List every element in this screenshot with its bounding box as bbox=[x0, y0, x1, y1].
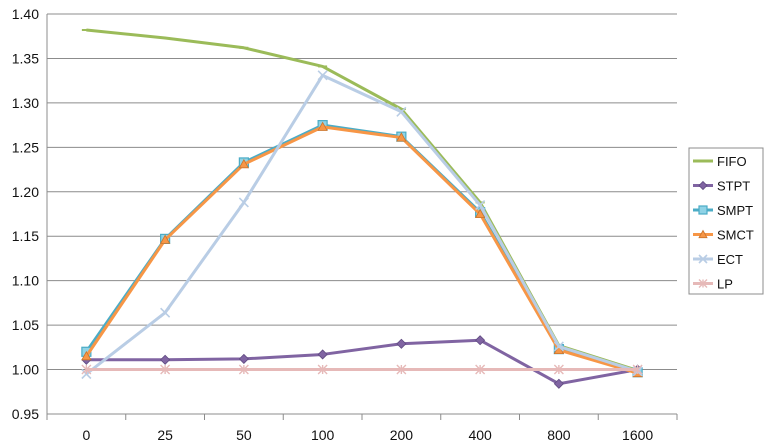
data-point bbox=[160, 307, 171, 318]
legend-item: SMPT bbox=[693, 203, 753, 218]
data-point bbox=[160, 364, 171, 375]
data-point bbox=[160, 354, 171, 365]
data-point bbox=[238, 353, 249, 364]
series-smpt bbox=[81, 120, 643, 378]
legend-label: SMPT bbox=[717, 203, 753, 218]
y-tick-label: 1.15 bbox=[12, 228, 39, 244]
x-tick-label: 0 bbox=[82, 427, 90, 443]
y-tick-label: 1.25 bbox=[12, 139, 39, 155]
legend-label: STPT bbox=[717, 179, 750, 194]
data-point bbox=[81, 350, 92, 361]
legend-marker bbox=[698, 180, 708, 191]
data-point bbox=[317, 121, 328, 131]
data-point bbox=[238, 197, 249, 208]
x-tick-label: 25 bbox=[157, 427, 173, 443]
y-tick-label: 0.95 bbox=[12, 406, 39, 422]
legend-marker bbox=[698, 229, 708, 239]
y-tick-label: 1.00 bbox=[12, 362, 39, 378]
data-point bbox=[317, 364, 328, 375]
series-line bbox=[85, 73, 639, 376]
data-point bbox=[475, 335, 486, 346]
legend-marker bbox=[698, 254, 708, 264]
series-ect bbox=[81, 70, 643, 380]
legend-box bbox=[688, 147, 764, 295]
series-line bbox=[86, 28, 639, 372]
data-point bbox=[396, 338, 407, 349]
series-lp bbox=[81, 364, 643, 375]
data-point bbox=[238, 158, 250, 169]
data-point bbox=[396, 132, 407, 142]
series-line bbox=[85, 123, 639, 374]
data-point bbox=[159, 234, 171, 244]
y-tick-label: 1.05 bbox=[12, 317, 39, 333]
x-tick-label: 800 bbox=[547, 427, 571, 443]
y-axis-ticks: 0.95 1.00 1.05 1.10 1.15 1.20 1.25 1.30 1.35 1.40 bbox=[12, 6, 39, 422]
legend-marker bbox=[698, 205, 708, 215]
legend-item: ECT bbox=[693, 252, 743, 267]
series-smct bbox=[81, 121, 643, 378]
x-tick-label: 200 bbox=[390, 427, 414, 443]
legend-marker bbox=[698, 279, 708, 288]
data-point bbox=[317, 349, 328, 360]
legend: FIFO STPT SMPT SMCT ECT LP bbox=[688, 147, 764, 295]
data-point bbox=[238, 364, 249, 375]
x-tick-label: 50 bbox=[236, 427, 252, 443]
legend-item: FIFO bbox=[693, 154, 747, 169]
data-point bbox=[475, 364, 486, 375]
legend-item: SMCT bbox=[693, 228, 754, 243]
x-tick-label: 100 bbox=[311, 427, 335, 443]
y-tick-label: 1.10 bbox=[12, 273, 39, 289]
legend-label: ECT bbox=[717, 252, 743, 267]
legend-item: LP bbox=[693, 277, 733, 292]
x-tick-label: 400 bbox=[468, 427, 492, 443]
series-fifo bbox=[81, 28, 643, 372]
x-tick-label: 1600 bbox=[622, 427, 653, 443]
y-tick-label: 1.35 bbox=[12, 50, 39, 66]
data-point bbox=[317, 70, 328, 81]
y-tick-label: 1.40 bbox=[12, 6, 39, 22]
data-point bbox=[396, 106, 407, 117]
legend-label: LP bbox=[717, 277, 733, 292]
data-point bbox=[474, 208, 486, 219]
legend-label: FIFO bbox=[717, 154, 747, 169]
x-axis-ticks: 0 25 50 100 200 400 800 1600 bbox=[82, 427, 653, 443]
data-point bbox=[553, 341, 564, 352]
x-axis bbox=[46, 14, 678, 420]
y-tick-label: 1.30 bbox=[12, 95, 39, 111]
data-point bbox=[81, 364, 92, 375]
series-group bbox=[81, 28, 643, 389]
series-line bbox=[86, 338, 638, 386]
series-line bbox=[85, 125, 639, 375]
legend-label: SMCT bbox=[717, 228, 754, 243]
data-point bbox=[475, 200, 486, 211]
data-point bbox=[632, 364, 643, 375]
series-stpt bbox=[81, 335, 643, 389]
legend-item: STPT bbox=[693, 179, 750, 194]
y-tick-label: 1.20 bbox=[12, 184, 39, 200]
data-point bbox=[553, 364, 564, 375]
data-point bbox=[553, 378, 564, 389]
data-point bbox=[396, 364, 407, 375]
